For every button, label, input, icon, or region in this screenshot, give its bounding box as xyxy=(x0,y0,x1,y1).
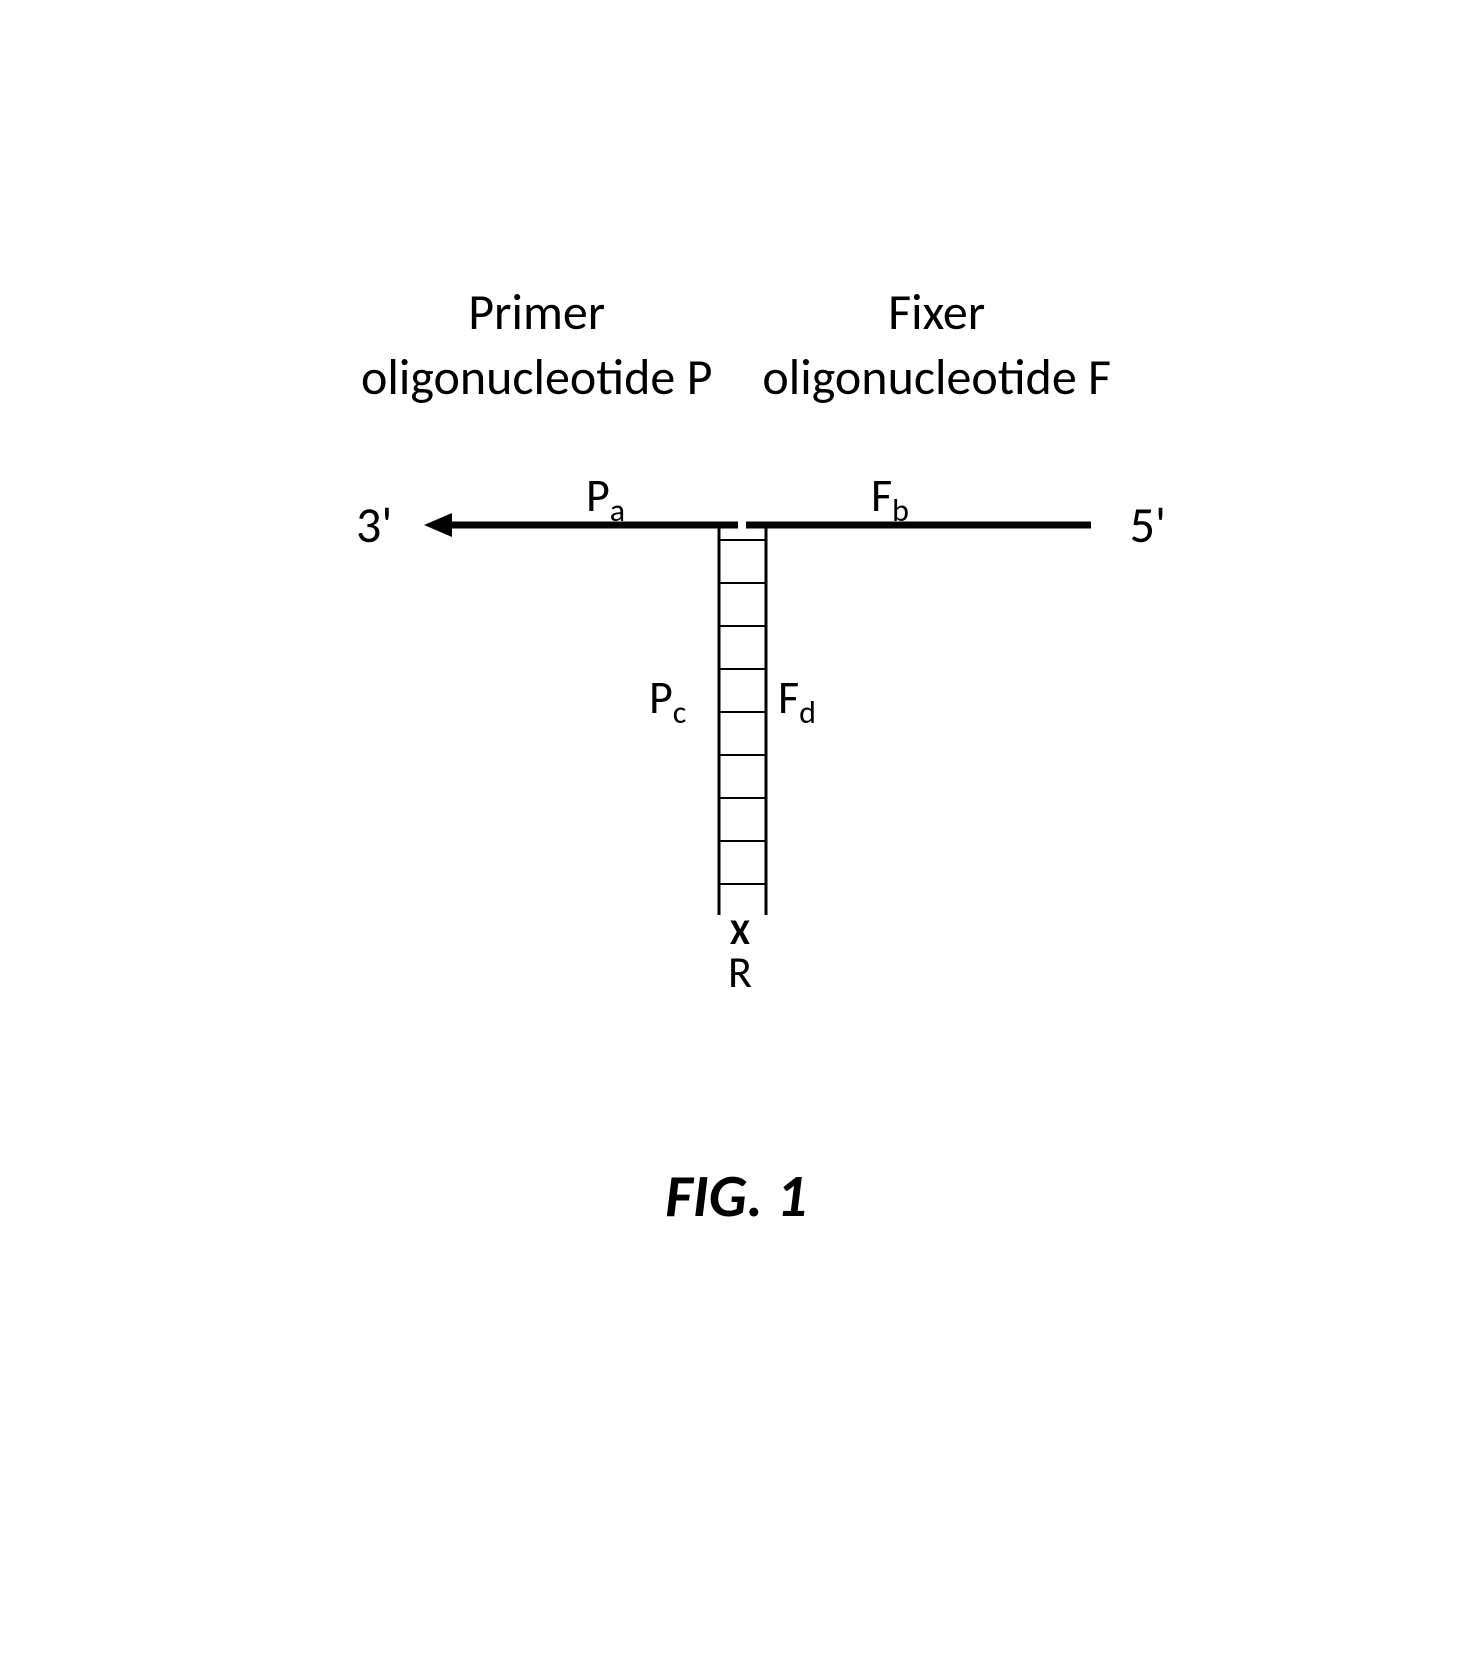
pc-base: P xyxy=(649,670,673,726)
fd-base: F xyxy=(778,670,799,726)
pc-subscript: c xyxy=(673,693,687,732)
three-prime-label: 3' xyxy=(356,495,392,556)
pa-base: P xyxy=(586,468,610,524)
header-labels-row: Primer oligonucleotide P Fixer oligonucl… xyxy=(236,280,1236,410)
r-label: R xyxy=(728,945,752,999)
fixer-header-label: Fixer oligonucleotide F xyxy=(762,280,1111,410)
pc-label: Pc xyxy=(649,670,686,732)
pa-subscript: a xyxy=(610,491,625,530)
fd-subscript: d xyxy=(799,693,816,732)
fixer-line1: Fixer xyxy=(762,280,1111,345)
primer-header-label: Primer oligonucleotide P xyxy=(361,280,712,410)
primer-line2: oligonucleotide P xyxy=(361,345,712,410)
fb-base: F xyxy=(871,468,892,524)
fb-label: Fb xyxy=(871,468,909,530)
figure-caption: FIG. 1 xyxy=(236,1160,1236,1233)
molecular-schematic: 3' 5' Pa Fb Pc Fd X R xyxy=(286,490,1186,1040)
primer-line1: Primer xyxy=(361,280,712,345)
fd-label: Fd xyxy=(778,670,816,732)
fb-subscript: b xyxy=(892,491,909,530)
pa-label: Pa xyxy=(586,468,625,530)
five-prime-label: 5' xyxy=(1130,495,1166,556)
diagram-container: Primer oligonucleotide P Fixer oligonucl… xyxy=(236,280,1236,1233)
fixer-line2: oligonucleotide F xyxy=(762,345,1111,410)
